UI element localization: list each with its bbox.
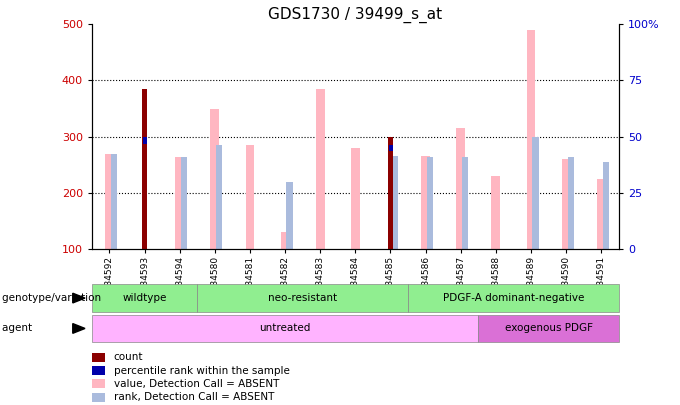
Bar [181, 158, 188, 249]
Bar [456, 128, 465, 249]
Text: percentile rank within the sample: percentile rank within the sample [114, 366, 290, 375]
Bar [462, 158, 469, 249]
Bar [142, 89, 147, 249]
Text: agent: agent [2, 324, 39, 333]
Text: genotype/variation: genotype/variation [2, 293, 107, 303]
Title: GDS1730 / 39499_s_at: GDS1730 / 39499_s_at [268, 7, 443, 23]
Bar [392, 156, 398, 249]
Text: wildtype: wildtype [122, 293, 167, 303]
Text: count: count [114, 352, 143, 362]
Text: rank, Detection Call = ABSENT: rank, Detection Call = ABSENT [114, 392, 274, 402]
Bar [316, 89, 324, 249]
Bar [111, 153, 117, 249]
Bar [389, 145, 393, 151]
Text: untreated: untreated [259, 324, 311, 333]
Bar [281, 232, 290, 249]
Bar [210, 109, 219, 249]
Bar [351, 148, 360, 249]
Bar [421, 156, 430, 249]
Bar [597, 179, 606, 249]
Bar [216, 145, 222, 249]
Text: PDGF-A dominant-negative: PDGF-A dominant-negative [443, 293, 584, 303]
Bar [175, 158, 184, 249]
Bar [245, 145, 254, 249]
Bar [568, 158, 574, 249]
Text: value, Detection Call = ABSENT: value, Detection Call = ABSENT [114, 379, 279, 389]
Bar [105, 153, 114, 249]
Bar [532, 137, 539, 249]
Bar [427, 158, 433, 249]
Bar [602, 162, 609, 249]
Bar [526, 30, 535, 249]
Bar [388, 137, 393, 249]
Bar [492, 176, 500, 249]
Bar [562, 159, 571, 249]
Text: neo-resistant: neo-resistant [268, 293, 337, 303]
Text: exogenous PDGF: exogenous PDGF [505, 324, 592, 333]
Bar [286, 181, 293, 249]
Bar [143, 137, 148, 144]
